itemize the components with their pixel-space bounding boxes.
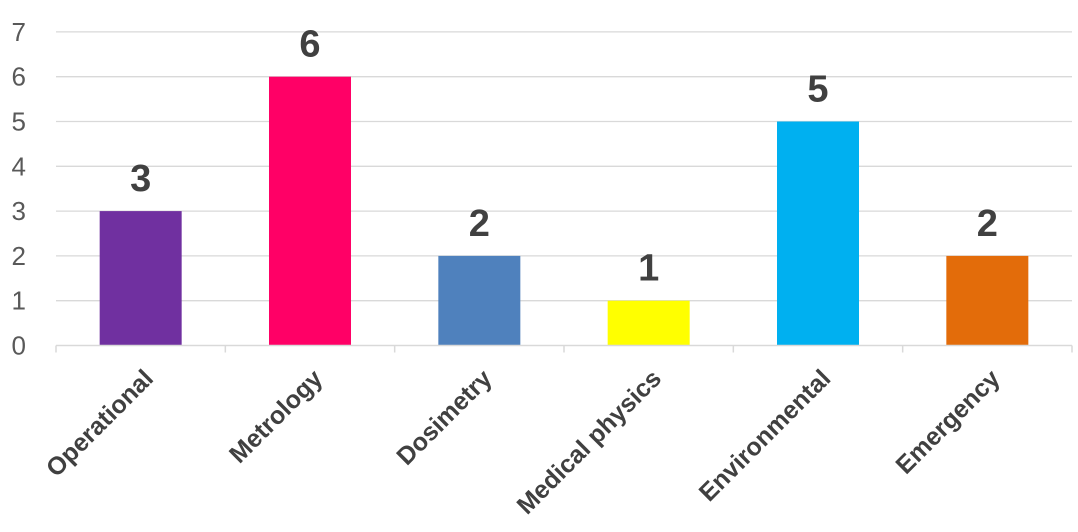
- y-tick-label-1: 1: [12, 286, 26, 316]
- y-tick-label-5: 5: [12, 107, 26, 137]
- gridlines: [56, 31, 1072, 302]
- data-labels: 3 6 2 1 5 2: [130, 24, 998, 290]
- category-label-3: Medical physics: [512, 364, 667, 519]
- bars: [99, 76, 1029, 346]
- bar-4: [777, 121, 859, 346]
- bar-5: [946, 255, 1029, 346]
- category-label-4: Environmental: [694, 364, 837, 507]
- category-label-2: Dosimetry: [391, 364, 497, 470]
- bar-1: [269, 76, 351, 346]
- x-axis: [55, 344, 1073, 353]
- category-label-1: Metrology: [224, 364, 328, 468]
- y-tick-label-2: 2: [12, 241, 26, 271]
- y-tick-label-3: 3: [12, 196, 26, 226]
- bar-2: [438, 255, 521, 346]
- category-label-5: Emergency: [890, 364, 1005, 479]
- category-label-0: Operational: [41, 364, 159, 482]
- data-label-2: 2: [469, 203, 490, 245]
- category-labels: Operational Metrology Dosimetry Medical phy…: [41, 364, 1006, 519]
- bar-3: [607, 300, 690, 346]
- data-label-1: 6: [299, 24, 320, 66]
- data-label-4: 5: [807, 69, 828, 111]
- y-axis-tick-labels: 0 1 2 3 4 5 6 7: [12, 17, 26, 361]
- y-tick-label-0: 0: [12, 331, 26, 361]
- data-label-3: 1: [638, 248, 659, 290]
- y-tick-label-6: 6: [12, 62, 26, 92]
- data-label-0: 3: [130, 158, 151, 200]
- bar-0: [99, 211, 182, 346]
- y-tick-label-7: 7: [12, 17, 26, 47]
- data-label-5: 2: [977, 203, 998, 245]
- y-tick-label-4: 4: [12, 151, 26, 181]
